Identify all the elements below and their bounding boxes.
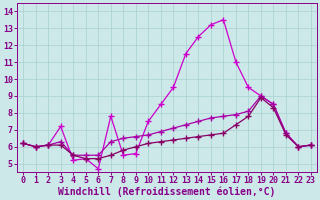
X-axis label: Windchill (Refroidissement éolien,°C): Windchill (Refroidissement éolien,°C) [58, 187, 276, 197]
